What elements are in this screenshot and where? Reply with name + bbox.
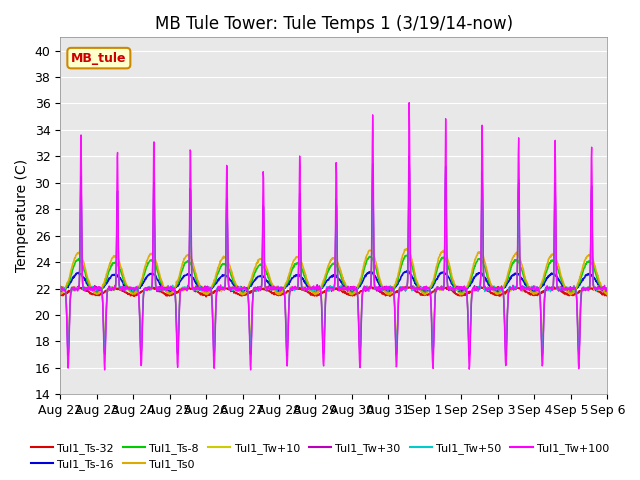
Title: MB Tule Tower: Tule Temps 1 (3/19/14-now): MB Tule Tower: Tule Temps 1 (3/19/14-now…	[155, 15, 513, 33]
Y-axis label: Temperature (C): Temperature (C)	[15, 159, 29, 272]
Text: MB_tule: MB_tule	[71, 52, 127, 65]
Legend: Tul1_Ts-32, Tul1_Ts-16, Tul1_Ts-8, Tul1_Ts0, Tul1_Tw+10, Tul1_Tw+30, Tul1_Tw+50,: Tul1_Ts-32, Tul1_Ts-16, Tul1_Ts-8, Tul1_…	[26, 438, 614, 474]
